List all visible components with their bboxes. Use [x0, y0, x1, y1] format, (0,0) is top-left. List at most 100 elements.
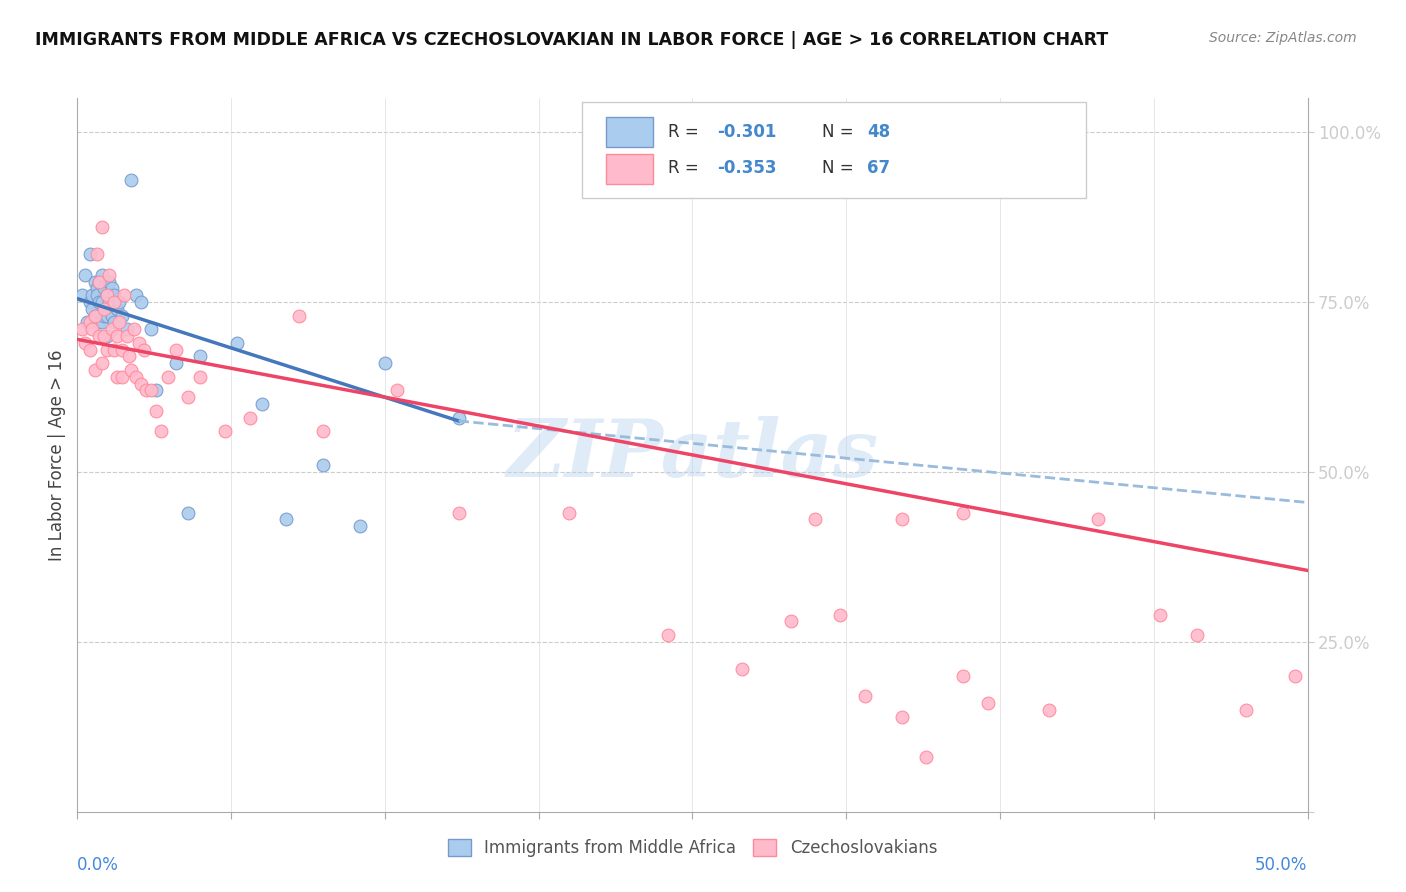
Point: [103, 343, 125, 357]
Text: 67: 67: [868, 159, 890, 177]
Point: [90, 220, 114, 235]
Text: -0.301: -0.301: [717, 123, 776, 141]
Point: [190, 350, 212, 364]
Point: [90, 315, 114, 329]
Text: 50.0%: 50.0%: [1256, 856, 1308, 874]
Point: [122, 322, 145, 336]
Text: N =: N =: [821, 159, 859, 177]
Point: [73, 335, 96, 350]
Point: [276, 512, 298, 526]
Point: [177, 390, 200, 404]
Point: [83, 363, 105, 377]
Point: [830, 607, 852, 622]
Point: [121, 363, 143, 377]
Point: [79, 247, 101, 261]
Point: [952, 669, 974, 683]
Point: [83, 275, 105, 289]
Point: [125, 369, 148, 384]
Point: [250, 397, 273, 411]
Point: [118, 350, 141, 364]
Point: [82, 322, 104, 336]
Point: [90, 295, 114, 310]
Point: [90, 268, 114, 282]
Point: [79, 295, 101, 310]
Point: [165, 356, 187, 370]
Text: Source: ZipAtlas.com: Source: ZipAtlas.com: [1209, 31, 1357, 45]
Point: [157, 369, 180, 384]
Point: [86, 247, 108, 261]
FancyBboxPatch shape: [582, 102, 1087, 198]
Point: [190, 369, 212, 384]
Point: [1038, 703, 1060, 717]
Text: N =: N =: [821, 123, 859, 141]
Point: [108, 315, 131, 329]
Text: 0.0%: 0.0%: [77, 856, 120, 874]
Point: [125, 288, 148, 302]
Point: [952, 506, 974, 520]
Point: [70, 288, 93, 302]
Point: [98, 275, 121, 289]
Point: [86, 281, 108, 295]
Point: [73, 268, 96, 282]
Point: [103, 315, 125, 329]
Text: -0.353: -0.353: [717, 159, 776, 177]
Point: [111, 309, 132, 323]
Point: [1284, 669, 1306, 683]
Point: [98, 295, 121, 310]
Point: [96, 309, 118, 323]
Text: ZIPatlas: ZIPatlas: [506, 417, 879, 493]
Point: [177, 506, 200, 520]
Point: [657, 628, 679, 642]
Point: [447, 506, 470, 520]
Point: [96, 343, 118, 357]
Point: [731, 662, 754, 676]
Point: [145, 403, 167, 417]
Point: [558, 506, 581, 520]
Point: [135, 384, 157, 398]
Point: [79, 343, 101, 357]
Text: IMMIGRANTS FROM MIDDLE AFRICA VS CZECHOSLOVAKIAN IN LABOR FORCE | AGE > 16 CORRE: IMMIGRANTS FROM MIDDLE AFRICA VS CZECHOS…: [35, 31, 1108, 49]
Point: [112, 288, 135, 302]
Point: [89, 315, 111, 329]
Point: [1234, 703, 1257, 717]
Point: [93, 329, 115, 343]
Point: [86, 309, 108, 323]
Legend: Immigrants from Middle Africa, Czechoslovakians: Immigrants from Middle Africa, Czechoslo…: [441, 832, 943, 864]
Point: [105, 301, 128, 316]
Text: R =: R =: [668, 159, 704, 177]
Point: [89, 329, 111, 343]
Point: [98, 268, 121, 282]
Point: [374, 356, 396, 370]
Point: [349, 519, 371, 533]
Point: [101, 322, 124, 336]
Point: [214, 424, 236, 438]
Point: [132, 343, 155, 357]
FancyBboxPatch shape: [606, 153, 654, 184]
Point: [121, 172, 143, 186]
Point: [89, 275, 111, 289]
Point: [93, 309, 115, 323]
Point: [96, 288, 118, 302]
Point: [890, 512, 912, 526]
Point: [239, 410, 262, 425]
Point: [226, 335, 249, 350]
Point: [96, 329, 118, 343]
Point: [105, 329, 128, 343]
Point: [165, 343, 187, 357]
Point: [96, 288, 118, 302]
Point: [86, 288, 108, 302]
Point: [76, 315, 98, 329]
Point: [83, 309, 105, 323]
Text: 48: 48: [868, 123, 890, 141]
Y-axis label: In Labor Force | Age > 16: In Labor Force | Age > 16: [48, 349, 66, 561]
Point: [145, 384, 167, 398]
Point: [1185, 628, 1208, 642]
Point: [108, 295, 131, 310]
Point: [89, 275, 111, 289]
Point: [89, 295, 111, 310]
Point: [804, 512, 827, 526]
Point: [105, 369, 128, 384]
Point: [141, 322, 163, 336]
Point: [103, 288, 125, 302]
Point: [70, 322, 93, 336]
